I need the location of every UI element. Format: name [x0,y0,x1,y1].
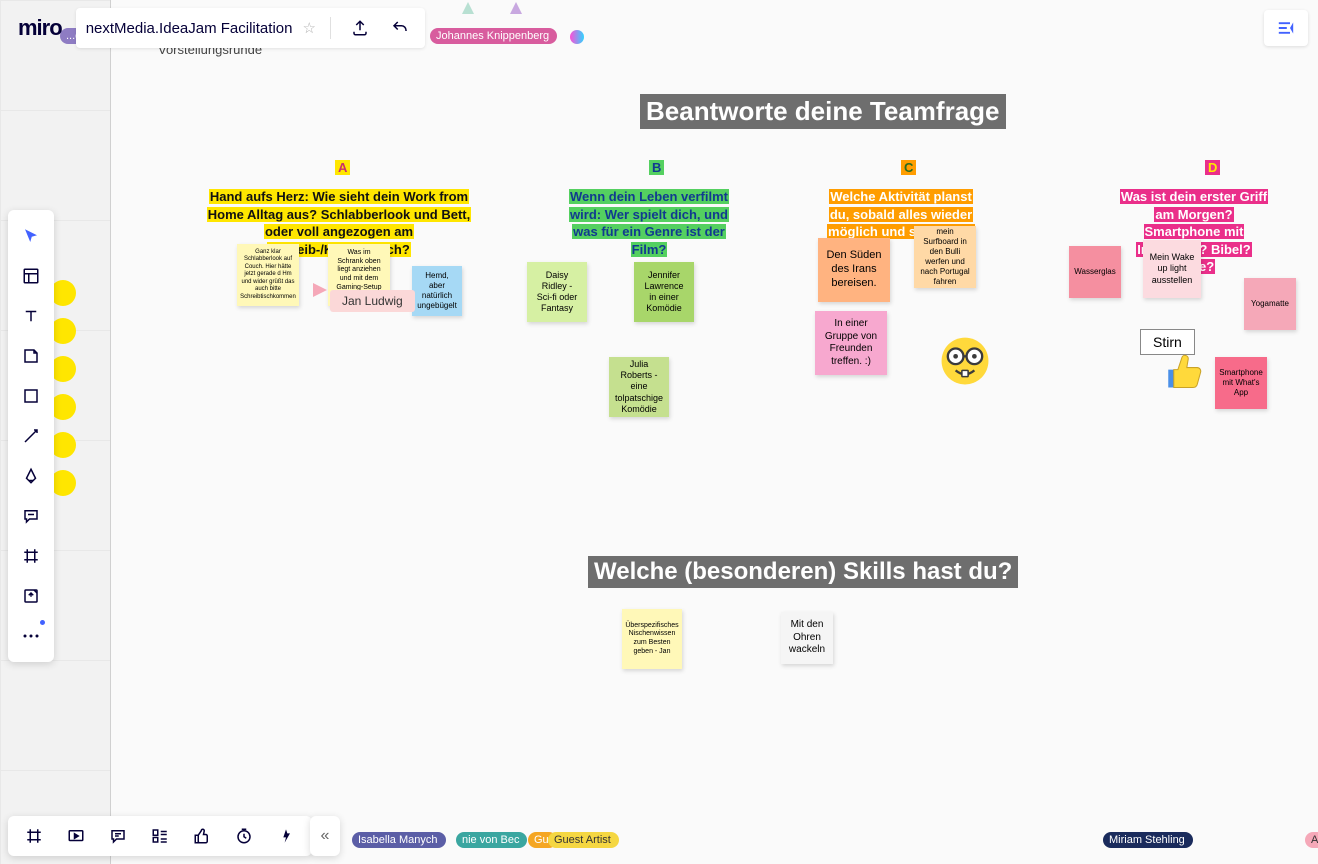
column-label-B[interactable]: B [649,160,664,175]
sticky-note[interactable]: Wasserglas [1069,246,1121,298]
divider [330,17,331,39]
canvas-heading[interactable]: Welche (besonderen) Skills hast du? [588,556,1018,588]
sticky-note[interactable]: Mit den Ohren wackeln [781,612,833,664]
sticky-note[interactable]: In einer Gruppe von Freunden treffen. :) [815,311,887,375]
reactions-button[interactable] [182,816,222,856]
participant-cursor[interactable]: nie von Bec [456,832,527,848]
board-title-container: nextMedia.IdeaJam Facilitation ☆ [76,8,425,48]
thumbs-up-emoji-icon[interactable] [1160,349,1204,393]
frame-tool[interactable] [11,536,51,576]
undo-icon[interactable] [385,13,415,43]
pen-tool[interactable] [11,456,51,496]
chat-button[interactable] [98,816,138,856]
canvas-heading[interactable]: Beantworte deine Teamfrage [640,94,1006,129]
nerd-face-emoji-icon[interactable] [940,336,990,386]
top-bar: miro nextMedia.IdeaJam Facilitation ☆ [10,10,425,46]
templates-tool[interactable] [11,256,51,296]
participant-pin [510,2,522,14]
sticky-note[interactable]: Überspezifisches Nischenwissen zum Beste… [622,609,682,669]
participant-pin [462,2,474,14]
sticky-note[interactable]: Julia Roberts - eine tolpatschige Komödi… [609,357,669,417]
collab-indicator-icon [570,30,584,44]
question-B[interactable]: Wenn dein Leben verfilmt wird: Wer spiel… [565,188,733,258]
sticky-note[interactable]: Yogamatte [1244,278,1296,330]
column-label-A[interactable]: A [335,160,350,175]
sticky-note[interactable]: Hemd, aber natürlich ungebügelt [412,266,462,316]
sticky-note[interactable]: Ganz klar Schlabberlook auf Couch. Hier … [237,244,299,306]
participant-cursor[interactable]: Miriam Stehling [1103,832,1193,848]
timer-button[interactable] [224,816,264,856]
frame-region[interactable] [110,0,1318,864]
activity-button[interactable] [266,816,306,856]
column-label-D[interactable]: D [1205,160,1220,175]
left-toolbar [8,210,54,662]
present-button[interactable] [56,816,96,856]
sticky-note[interactable]: Jennifer Lawrence in einer Komödie [634,262,694,322]
participant-cursor[interactable]: Johannes Knippenberg [430,28,557,44]
miro-logo[interactable]: miro [10,15,70,41]
column-label-C[interactable]: C [901,160,916,175]
hide-panels-button[interactable] [1264,10,1308,46]
collapse-bottom-button[interactable]: « [310,816,340,856]
export-icon[interactable] [345,13,375,43]
star-icon[interactable]: ☆ [302,19,315,37]
line-tool[interactable] [11,416,51,456]
more-tools[interactable] [11,616,51,656]
sticky-note[interactable]: mein Surfboard in den Bulli werfen und n… [914,226,976,288]
name-tag-arrow-icon [313,283,327,297]
sticky-note[interactable]: Smartphone mit What's App [1215,357,1267,409]
bottom-toolbar [8,816,312,856]
board-title[interactable]: nextMedia.IdeaJam Facilitation [86,20,293,37]
comment-tool[interactable] [11,496,51,536]
upload-tool[interactable] [11,576,51,616]
sticky-note[interactable]: Mein Wake up light ausstellen [1143,240,1201,298]
select-tool[interactable] [11,216,51,256]
sticky-note[interactable]: Daisy Ridley - Sci-fi oder Fantasy [527,262,587,322]
participant-cursor[interactable]: Guest Artist [548,832,619,848]
name-tag[interactable]: Jan Ludwig [330,290,415,312]
text-tool[interactable] [11,296,51,336]
shape-tool[interactable] [11,376,51,416]
cards-button[interactable] [140,816,180,856]
participant-cursor[interactable]: A [1305,832,1318,848]
participant-cursor[interactable]: Isabella Manych [352,832,446,848]
frames-panel-button[interactable] [14,816,54,856]
sticky-note[interactable]: Den Süden des Irans bereisen. [818,238,890,302]
sticky-tool[interactable] [11,336,51,376]
